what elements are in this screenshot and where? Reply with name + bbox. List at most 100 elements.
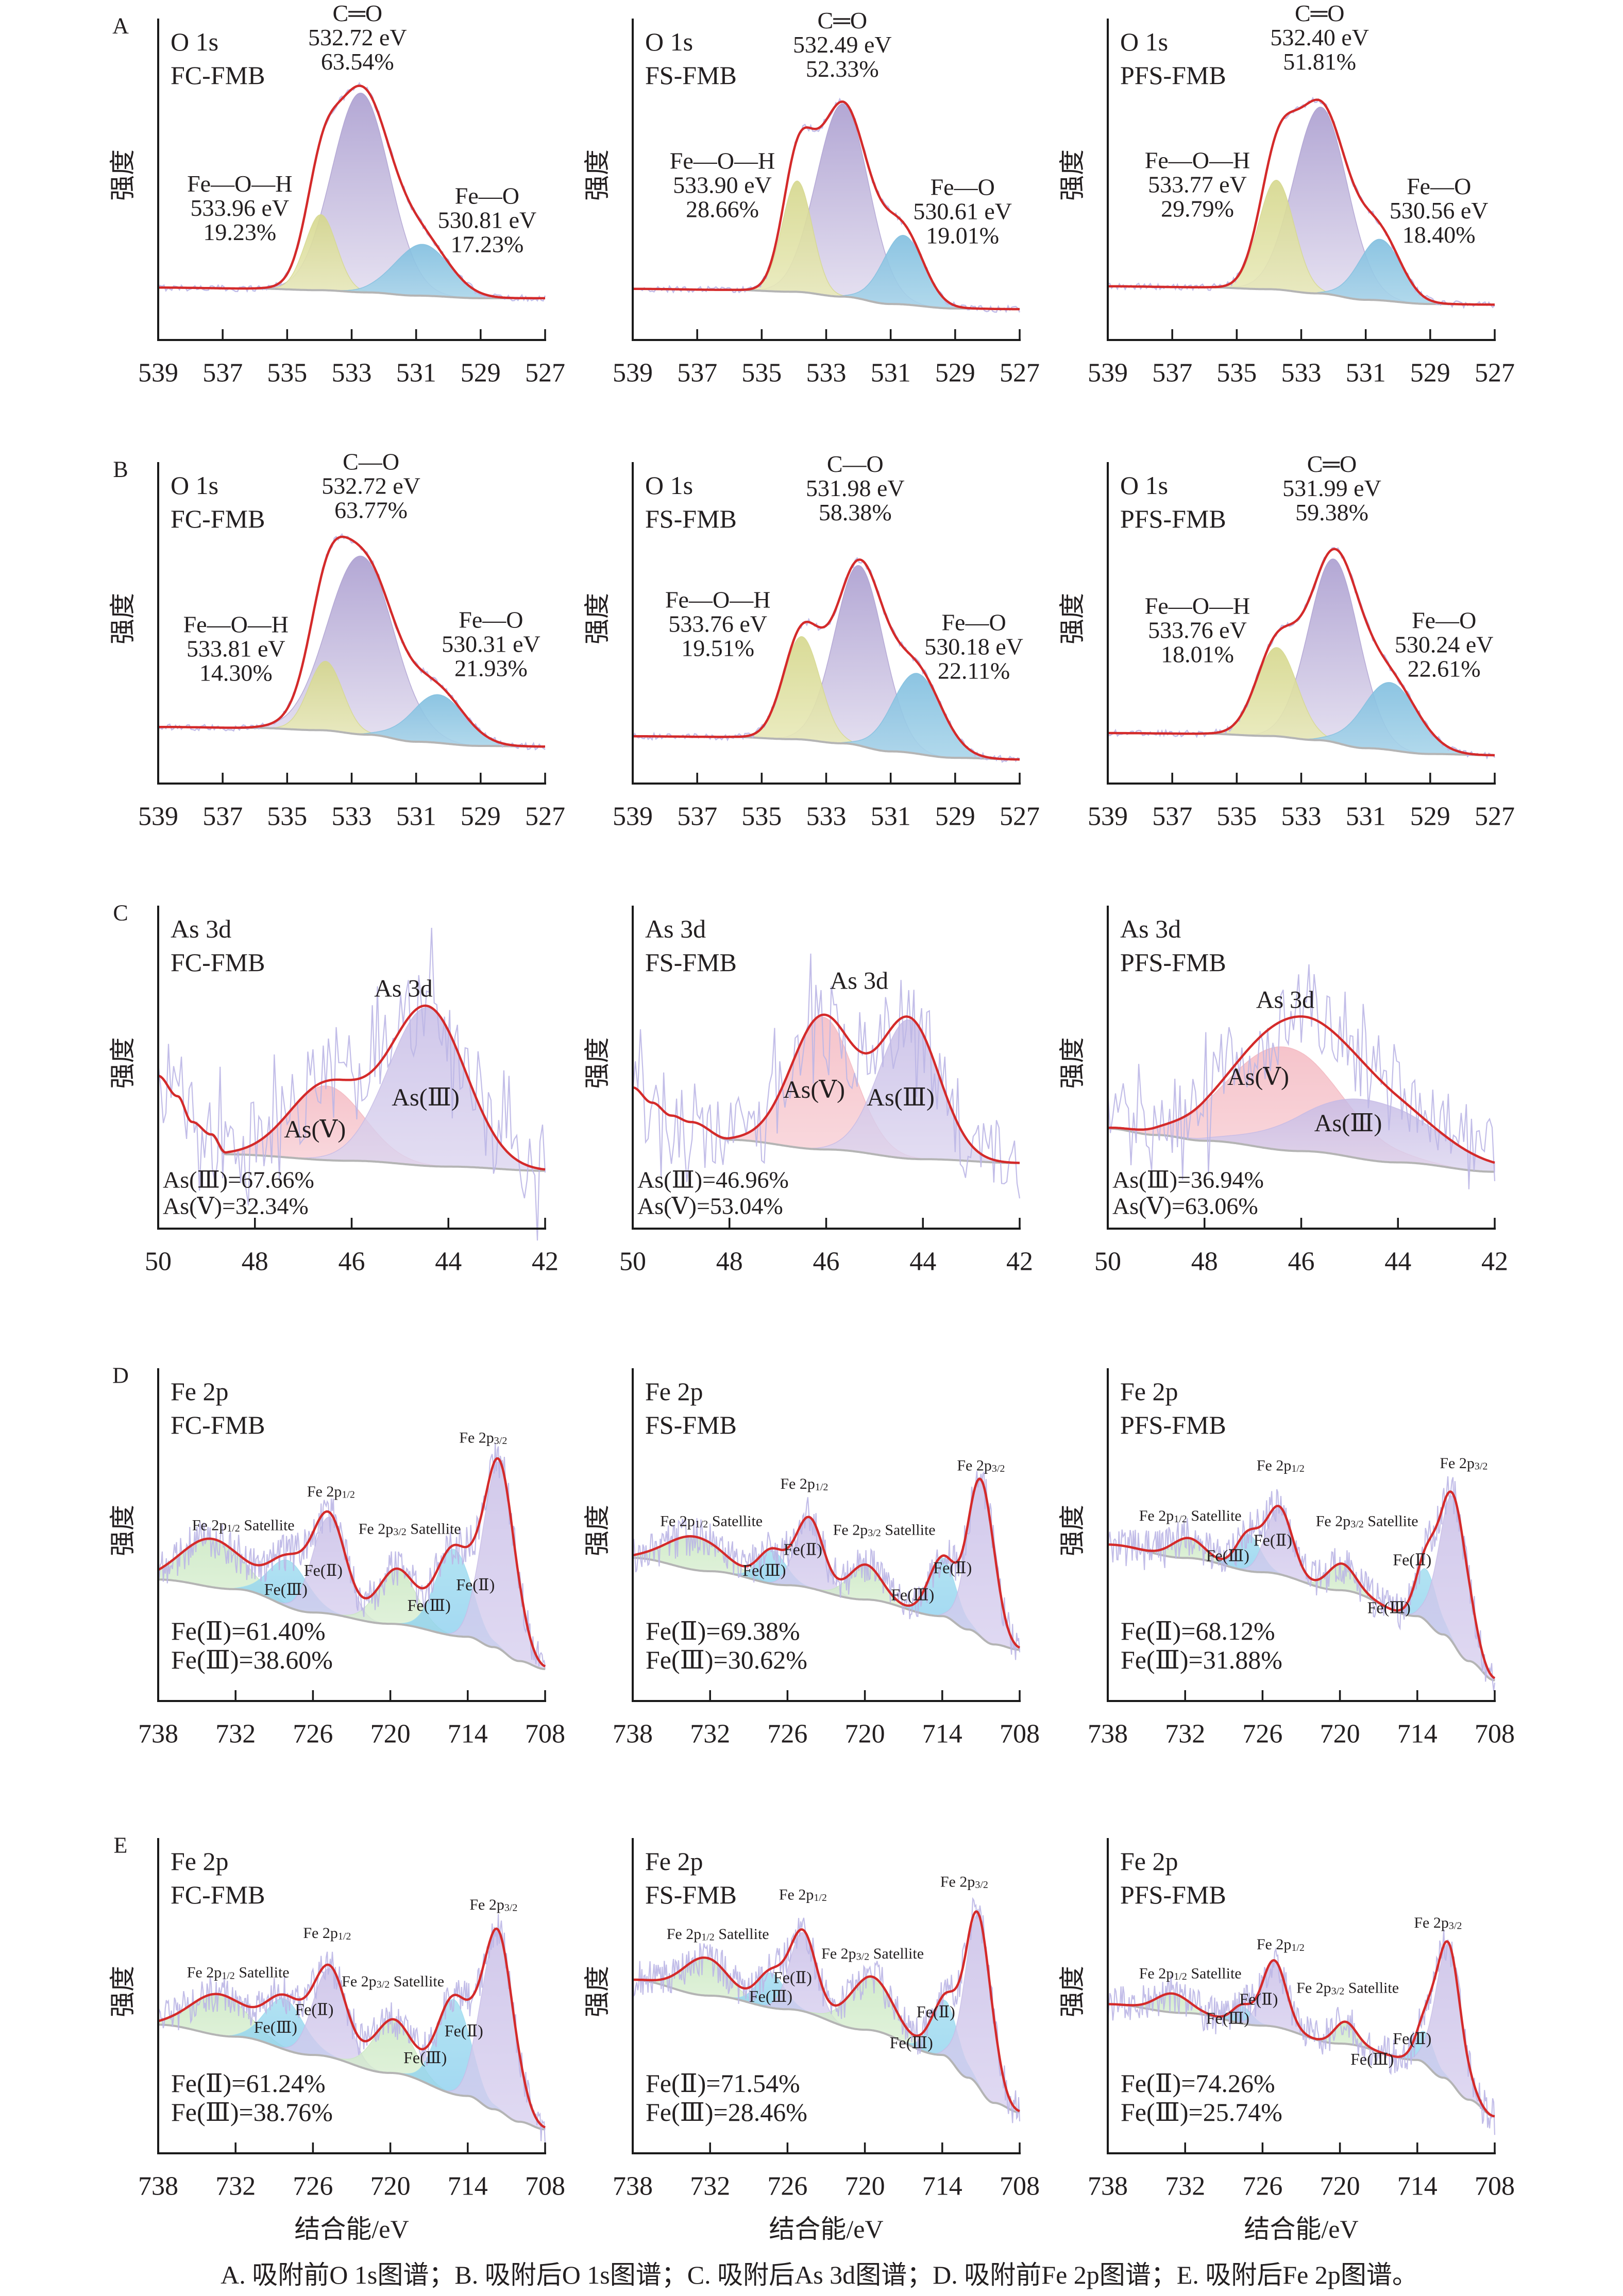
x-tick-label: 531 bbox=[396, 802, 436, 831]
label-text: Fe 2p bbox=[821, 1945, 856, 1962]
peak-annotation: As(Ⅴ) bbox=[1227, 1063, 1289, 1091]
x-tick-label: 531 bbox=[871, 359, 911, 388]
x-tick-label: 527 bbox=[1475, 359, 1515, 388]
area-percentage: 52.33% bbox=[806, 56, 879, 82]
x-tick-label: 527 bbox=[525, 359, 565, 388]
peak-label: Fe 2p1/2 bbox=[1257, 1457, 1305, 1474]
label-text: Fe(Ⅱ) bbox=[773, 1968, 812, 1987]
label-text: Fe 2p bbox=[1296, 1979, 1331, 1996]
sample-name: FC-FMB bbox=[171, 61, 265, 90]
label-text: Fe 2p bbox=[187, 1964, 222, 1981]
oxidation-state-label: Fe(Ⅲ) bbox=[1206, 2009, 1249, 2028]
fitted-envelope-line bbox=[632, 1477, 1021, 1649]
fitted-envelope-line bbox=[158, 1005, 546, 1171]
peak-label: Fe 2p1/2 Satellite bbox=[187, 1964, 290, 1981]
label-text: Fe 2p bbox=[1316, 1512, 1351, 1529]
component-name: Fe—O—H bbox=[665, 587, 770, 613]
sample-name: PFS-FMB bbox=[1120, 948, 1226, 977]
oxidation-state-label: Fe(Ⅱ) bbox=[917, 2002, 955, 2021]
label-text: Fe 2p bbox=[779, 1886, 814, 1903]
component-name: C═O bbox=[818, 7, 868, 33]
x-tick-label: 720 bbox=[845, 2172, 885, 2201]
peak-annotation-label: As(Ⅲ) bbox=[1314, 1110, 1382, 1137]
binding-energy: 530.56 eV bbox=[1390, 197, 1489, 224]
peak-label: Fe 2p1/2 Satellite bbox=[1139, 1965, 1242, 1982]
label-suffix: Satellite bbox=[708, 1512, 763, 1529]
x-tick-label: 527 bbox=[1000, 359, 1040, 388]
area-percentage: 22.11% bbox=[938, 657, 1010, 684]
x-tick-label: 46 bbox=[813, 1247, 840, 1277]
label-text: Fe 2p bbox=[957, 1457, 992, 1474]
x-tick-label: 527 bbox=[1475, 802, 1515, 831]
component-name: Fe—O bbox=[455, 182, 519, 209]
percentage-summary: Fe(Ⅲ)=28.46% bbox=[646, 2098, 807, 2127]
label-subscript: 3/2 bbox=[856, 1951, 870, 1963]
fitted-envelope-line bbox=[1107, 1015, 1495, 1164]
x-tick-label: 708 bbox=[1000, 1720, 1040, 1749]
x-tick-label: 708 bbox=[1000, 2172, 1040, 2201]
raw-data-line bbox=[1107, 1929, 1496, 2135]
binding-energy: 531.99 eV bbox=[1282, 475, 1381, 501]
percentage-summary: As(Ⅴ)=53.04% bbox=[637, 1193, 783, 1219]
component-name: Fe—O bbox=[931, 174, 995, 200]
x-tick-label: 529 bbox=[1410, 359, 1450, 388]
spectrum-title: As 3d bbox=[1120, 914, 1181, 943]
x-tick-label: 738 bbox=[138, 1720, 178, 1749]
peak-annotation: As(Ⅲ) bbox=[1314, 1110, 1382, 1137]
x-tick-label: 533 bbox=[806, 359, 847, 388]
label-text: Fe(Ⅱ) bbox=[933, 1558, 972, 1577]
peak-label: Fe 2p3/2 Satellite bbox=[821, 1945, 924, 1963]
spectrum-title: Fe 2p bbox=[171, 1377, 229, 1406]
peak-label: Fe 2p3/2 Satellite bbox=[833, 1521, 936, 1539]
x-tick-label: 46 bbox=[1288, 1247, 1315, 1277]
peak-annotation: As(Ⅴ) bbox=[284, 1116, 346, 1143]
spectrum-title: Fe 2p bbox=[1120, 1377, 1178, 1406]
x-tick-label: 708 bbox=[1475, 2172, 1515, 2201]
binding-energy: 530.31 eV bbox=[442, 631, 540, 657]
x-tick-label: 720 bbox=[1320, 1720, 1360, 1749]
area-percentage: 63.54% bbox=[321, 48, 394, 75]
x-tick-label: 44 bbox=[1384, 1247, 1411, 1277]
fitted-envelope-line bbox=[158, 535, 545, 748]
x-tick-label: 732 bbox=[215, 2172, 256, 2201]
raw-data-line bbox=[1107, 964, 1496, 1189]
x-tick-label: 44 bbox=[435, 1247, 462, 1277]
peak-annotation: As 3d bbox=[374, 975, 432, 1002]
label-subscript: 1/2 bbox=[815, 1482, 829, 1493]
label-subscript: 3/2 bbox=[1331, 1985, 1345, 1997]
x-tick-label: 539 bbox=[138, 802, 178, 831]
area-percentage: 59.38% bbox=[1295, 499, 1368, 525]
sample-name: FS-FMB bbox=[645, 948, 737, 977]
panel-letter: D bbox=[112, 1363, 129, 1388]
component-peaks bbox=[747, 103, 972, 309]
sample-name: PFS-FMB bbox=[1120, 61, 1226, 90]
area-percentage: 19.01% bbox=[926, 223, 999, 249]
oxidation-state-label: Fe(Ⅱ) bbox=[456, 1575, 495, 1594]
spectrum-title: Fe 2p bbox=[645, 1377, 703, 1406]
peak-label: Fe 2p3/2 bbox=[1414, 1914, 1462, 1932]
label-text: Fe(Ⅲ) bbox=[1206, 1546, 1249, 1565]
y-axis-title: 强度 bbox=[583, 593, 612, 644]
sample-name: FS-FMB bbox=[645, 1410, 737, 1439]
x-tick-label: 738 bbox=[613, 2172, 653, 2201]
binding-energy: 530.81 eV bbox=[438, 207, 537, 233]
background-baseline bbox=[158, 2023, 546, 2131]
binding-energy: 530.61 eV bbox=[913, 198, 1012, 225]
label-text: Fe(Ⅱ) bbox=[1254, 1530, 1292, 1549]
x-tick-label: 527 bbox=[525, 802, 565, 831]
x-tick-label: 50 bbox=[1094, 1247, 1121, 1277]
peak-label: Fe 2p1/2 bbox=[1257, 1936, 1305, 1953]
x-tick-label: 48 bbox=[1191, 1247, 1218, 1277]
y-axis-title: 强度 bbox=[1058, 1966, 1087, 2017]
x-tick-label: 714 bbox=[1397, 1720, 1438, 1749]
x-tick-label: 535 bbox=[267, 802, 307, 831]
spectrum-title: Fe 2p bbox=[171, 1847, 229, 1876]
x-tick-label: 529 bbox=[935, 802, 975, 831]
spectrum-title: As 3d bbox=[645, 914, 706, 943]
panel-A2: 539 537 535 533 531 529 527 O 1s FS-FMB 强度 C═O532.… bbox=[583, 7, 1040, 387]
